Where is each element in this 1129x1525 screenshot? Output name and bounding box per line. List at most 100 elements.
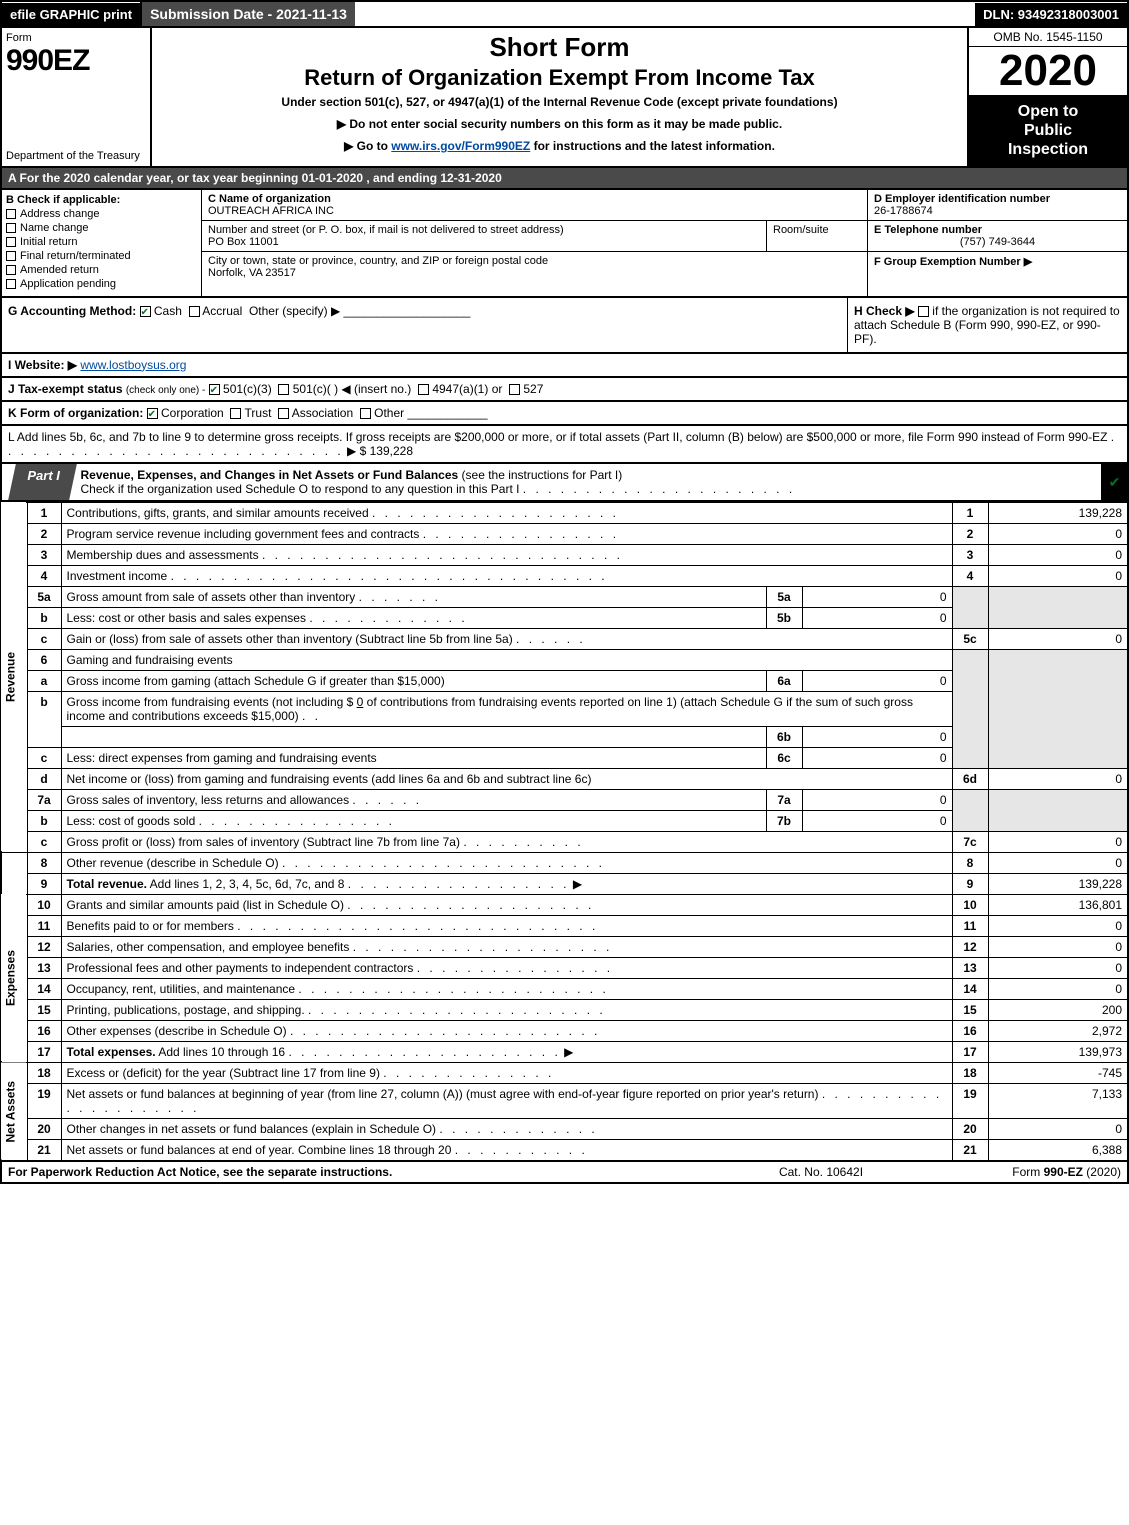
line-no: 14 — [27, 978, 61, 999]
line-desc: Occupancy, rent, utilities, and maintena… — [61, 978, 952, 999]
line-no: b — [27, 810, 61, 831]
omb-number: OMB No. 1545-1150 — [969, 28, 1127, 47]
k-label: K Form of organization: — [8, 406, 143, 420]
shade — [988, 649, 1128, 768]
irs-link[interactable]: www.irs.gov/Form990EZ — [391, 139, 530, 153]
line-no: c — [27, 831, 61, 852]
table-row: c Gross profit or (loss) from sales of i… — [1, 831, 1128, 852]
line-no: 18 — [27, 1062, 61, 1083]
line-val: 139,973 — [988, 1041, 1128, 1062]
line-desc: Gain or (loss) from sale of assets other… — [61, 628, 952, 649]
table-row: Net Assets 18 Excess or (deficit) for th… — [1, 1062, 1128, 1083]
checkbox-icon — [6, 223, 16, 233]
line-rno: 21 — [952, 1139, 988, 1161]
check-name-change[interactable]: Name change — [6, 222, 197, 234]
line-val: 0 — [988, 544, 1128, 565]
f3-pre: Form — [1012, 1165, 1043, 1179]
line-rno: 18 — [952, 1062, 988, 1083]
h-check: H Check ▶ if the organization is not req… — [847, 298, 1127, 352]
table-row: d Net income or (loss) from gaming and f… — [1, 768, 1128, 789]
checkbox-assoc[interactable] — [278, 408, 289, 419]
desc-text: Other revenue (describe in Schedule O) — [67, 856, 279, 870]
phone-value: (757) 749-3644 — [874, 236, 1121, 248]
desc-text: Other changes in net assets or fund bala… — [67, 1122, 437, 1136]
table-row: 6 Gaming and fundraising events — [1, 649, 1128, 670]
form-header: Form 990EZ Department of the Treasury Sh… — [0, 28, 1129, 168]
sub-val: 0 — [802, 586, 952, 607]
chk-lbl: Final return/terminated — [20, 250, 131, 262]
line-desc: Gaming and fundraising events — [61, 649, 952, 670]
check-final-return[interactable]: Final return/terminated — [6, 250, 197, 262]
website-link[interactable]: www.lostboysus.org — [80, 358, 186, 372]
check-amended-return[interactable]: Amended return — [6, 264, 197, 276]
addr-label: Number and street (or P. O. box, if mail… — [208, 224, 564, 236]
part1-tab: Part I — [8, 464, 76, 500]
desc-text: Less: cost of goods sold — [67, 814, 196, 828]
line-rno: 1 — [952, 502, 988, 523]
ein-value: 26-1788674 — [874, 205, 933, 217]
efile-label: efile GRAPHIC print — [2, 3, 140, 26]
checkbox-501c[interactable] — [278, 384, 289, 395]
desc-text: Grants and similar amounts paid (list in… — [67, 898, 344, 912]
header-left: Form 990EZ Department of the Treasury — [2, 28, 152, 166]
expenses-side-label: Expenses — [1, 894, 27, 1062]
l-value: 139,228 — [370, 444, 413, 458]
check-initial-return[interactable]: Initial return — [6, 236, 197, 248]
checkbox-trust[interactable] — [230, 408, 241, 419]
line-val: 6,388 — [988, 1139, 1128, 1161]
line-rno: 2 — [952, 523, 988, 544]
chk-lbl: Address change — [20, 208, 100, 220]
k-row: K Form of organization: Corporation Trus… — [0, 402, 1129, 426]
part1-table: Revenue 1 Contributions, gifts, grants, … — [0, 502, 1129, 1162]
line-rno: 10 — [952, 894, 988, 915]
checkbox-accrual[interactable] — [189, 306, 200, 317]
table-row: 14 Occupancy, rent, utilities, and maint… — [1, 978, 1128, 999]
check-application-pending[interactable]: Application pending — [6, 278, 197, 290]
checkbox-corp[interactable] — [147, 408, 158, 419]
table-row: 2 Program service revenue including gove… — [1, 523, 1128, 544]
line-val: 0 — [988, 523, 1128, 544]
line-rno: 14 — [952, 978, 988, 999]
phone-row: E Telephone number (757) 749-3644 — [868, 221, 1127, 252]
checkbox-501c3[interactable] — [209, 384, 220, 395]
checkbox-h[interactable] — [918, 306, 929, 317]
instr-pre: ▶ Go to — [344, 139, 391, 153]
checkbox-other[interactable] — [360, 408, 371, 419]
line-no: 19 — [27, 1083, 61, 1118]
line-val: 0 — [988, 628, 1128, 649]
line-desc: Less: cost of goods sold . . . . . . . .… — [61, 810, 766, 831]
l-row: L Add lines 5b, 6c, and 7b to line 9 to … — [0, 426, 1129, 464]
line-desc: Total expenses. Add lines 10 through 16 … — [61, 1041, 952, 1062]
g-label: G Accounting Method: — [8, 304, 136, 318]
tax-year: 2020 — [969, 47, 1127, 96]
line-no: a — [27, 670, 61, 691]
desc-text: Occupancy, rent, utilities, and maintena… — [67, 982, 296, 996]
shade — [952, 649, 988, 768]
city-state-zip: Norfolk, VA 23517 — [208, 267, 296, 279]
part1-header: Part I Revenue, Expenses, and Changes in… — [0, 464, 1129, 502]
g-accounting: G Accounting Method: Cash Accrual Other … — [2, 298, 847, 352]
g-cash: Cash — [154, 304, 182, 318]
checkbox-4947[interactable] — [418, 384, 429, 395]
line-no: b — [27, 691, 61, 747]
line-no: c — [27, 747, 61, 768]
line-desc: Program service revenue including govern… — [61, 523, 952, 544]
line-val: 139,228 — [988, 873, 1128, 894]
dln-label: DLN: 93492318003001 — [975, 3, 1127, 26]
checkbox-527[interactable] — [509, 384, 520, 395]
line-no: 3 — [27, 544, 61, 565]
open-pub-1: Open to — [1018, 103, 1078, 120]
desc-text: Net assets or fund balances at end of ye… — [67, 1143, 452, 1157]
line-rno: 20 — [952, 1118, 988, 1139]
line-rno: 5c — [952, 628, 988, 649]
checkbox-cash[interactable] — [140, 306, 151, 317]
open-pub-2: Public — [1024, 122, 1072, 139]
line-rno: 13 — [952, 957, 988, 978]
line-rno: 15 — [952, 999, 988, 1020]
check-address-change[interactable]: Address change — [6, 208, 197, 220]
sub-val: 0 — [802, 607, 952, 628]
line-no: c — [27, 628, 61, 649]
line-desc: Contributions, gifts, grants, and simila… — [61, 502, 952, 523]
sub-val: 0 — [802, 810, 952, 831]
table-row: c Gain or (loss) from sale of assets oth… — [1, 628, 1128, 649]
